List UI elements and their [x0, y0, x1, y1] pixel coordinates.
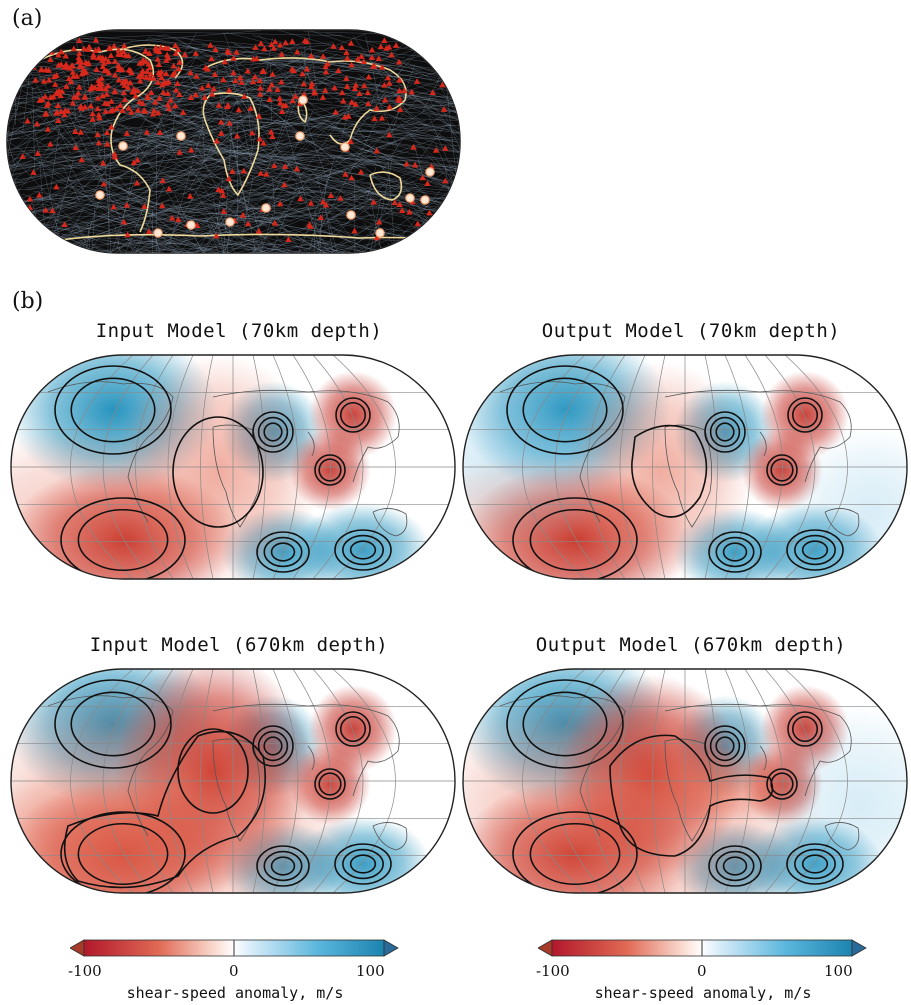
- stations: [18, 36, 453, 242]
- map-title-output-70: Output Model (70km depth): [541, 320, 841, 342]
- colorbar-right-min: -100: [536, 962, 570, 980]
- colorbar-right-max: 100: [824, 962, 853, 980]
- colorbar-right: [538, 939, 867, 957]
- map-title-input-70: Input Model (70km depth): [95, 320, 383, 342]
- colorbar-left-min: -100: [68, 962, 102, 980]
- colorbar-right-mid: 0: [697, 962, 707, 980]
- map-input-70km: [10, 354, 456, 580]
- colorbar-left-max: 100: [356, 962, 385, 980]
- colorbar-left-mid: 0: [229, 962, 239, 980]
- panel-label-a: (a): [12, 6, 43, 31]
- station-path-map: [6, 29, 461, 254]
- map-output-70km: [462, 354, 908, 580]
- coastlines-a: [39, 44, 451, 243]
- panel-label-b: (b): [12, 289, 44, 314]
- sources: [95, 95, 435, 238]
- map-output-670km: [462, 668, 908, 894]
- map-input-670km: [10, 668, 456, 894]
- colorbar-left: [70, 939, 399, 957]
- map-title-output-670: Output Model (670km depth): [535, 634, 847, 656]
- map-title-input-670: Input Model (670km depth): [89, 634, 389, 656]
- colorbar-right-title: shear-speed anomaly, m/s: [594, 984, 812, 1002]
- colorbar-left-title: shear-speed anomaly, m/s: [126, 984, 344, 1002]
